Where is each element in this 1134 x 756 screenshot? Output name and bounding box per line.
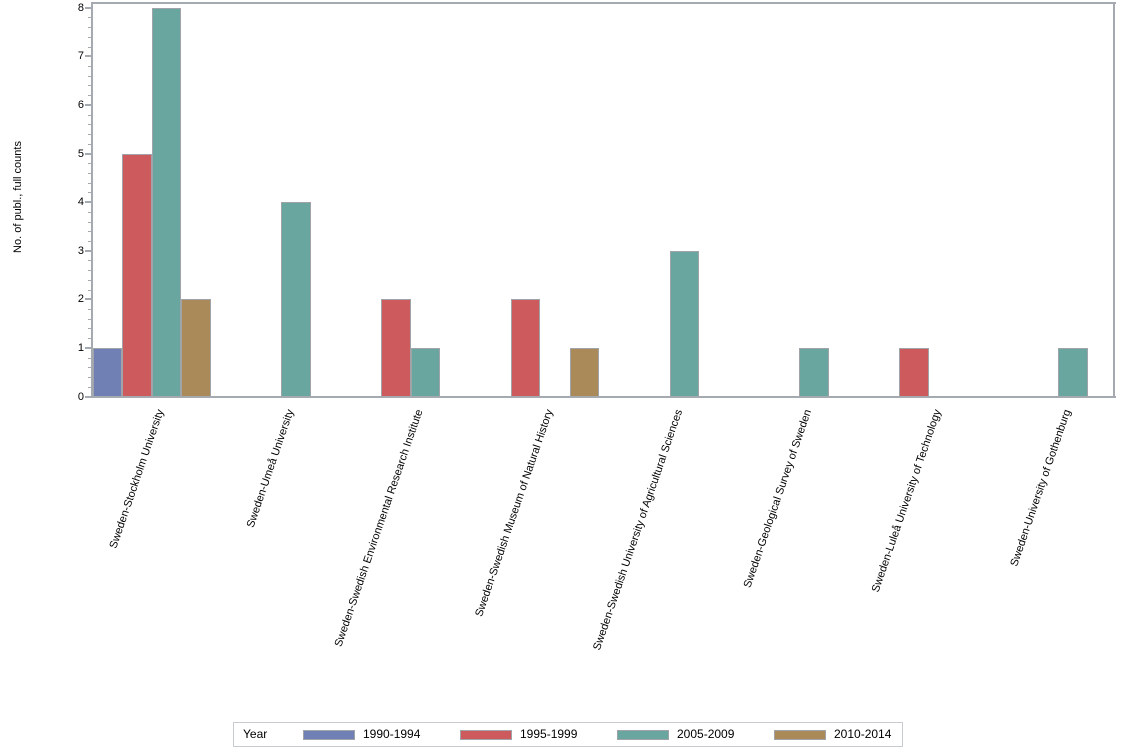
y-tick-label: 5: [77, 147, 84, 160]
y-minor-tick: [88, 85, 92, 87]
y-minor-tick: [88, 289, 92, 291]
bar-2005-2009-cat1: [281, 202, 311, 397]
y-major-tick: [85, 152, 92, 155]
y-major-tick: [85, 55, 92, 58]
bar-2010-2014-cat0: [181, 299, 211, 397]
y-minor-tick: [88, 75, 92, 77]
legend-swatch-1995-1999: [460, 730, 512, 740]
y-tick-label: 2: [77, 293, 84, 306]
y-tick-label: 6: [77, 98, 84, 111]
y-minor-tick: [88, 36, 92, 38]
y-tick-label: 8: [77, 1, 84, 14]
y-minor-tick: [88, 27, 92, 29]
y-minor-tick: [88, 95, 92, 97]
legend-label-1990-1994: 1990-1994: [363, 727, 421, 741]
x-category-label: Sweden-Swedish University of Agricultura…: [590, 408, 685, 652]
bar-1990-1994-cat0: [92, 347, 122, 397]
bar-2010-2014-cat3: [569, 347, 599, 397]
legend-label-2010-2014: 2010-2014: [834, 727, 892, 741]
legend-swatch-2010-2014: [774, 730, 826, 740]
bar-1995-1999-cat6: [899, 347, 929, 397]
y-minor-tick: [88, 231, 92, 233]
x-category-label: Sweden-Stockholm University: [107, 408, 167, 551]
x-category-label: Sweden-Luleå University of Technology: [869, 408, 944, 594]
y-minor-tick: [88, 377, 92, 379]
bar-2005-2009-cat0: [151, 7, 181, 397]
y-minor-tick: [88, 134, 92, 136]
plot-border-top: [91, 2, 1116, 4]
x-category-label: Sweden-Umeå University: [244, 408, 297, 530]
axis-line-y: [91, 2, 93, 398]
y-minor-tick: [88, 386, 92, 388]
y-minor-tick: [88, 192, 92, 194]
legend-swatch-2005-2009: [617, 730, 669, 740]
y-tick-label: 1: [77, 341, 84, 354]
y-minor-tick: [88, 367, 92, 369]
y-minor-tick: [88, 66, 92, 68]
y-major-tick: [85, 6, 92, 9]
y-major-tick: [85, 249, 92, 252]
x-category-label: Sweden-Swedish Environmental Research In…: [333, 408, 426, 649]
axis-line-x: [91, 396, 1116, 398]
y-minor-tick: [88, 328, 92, 330]
y-minor-tick: [88, 270, 92, 272]
y-minor-tick: [88, 318, 92, 320]
x-category-label: Sweden-Geological Survey of Sweden: [741, 408, 815, 590]
bar-2005-2009-cat7: [1058, 347, 1088, 397]
y-minor-tick: [88, 357, 92, 359]
legend: Year 1990-1994 1995-1999 2005-2009 2010-201…: [233, 722, 903, 747]
bar-2005-2009-cat5: [799, 347, 829, 397]
y-minor-tick: [88, 260, 92, 262]
bar-2005-2009-cat2: [410, 347, 440, 397]
y-tick-label: 3: [77, 244, 84, 257]
x-category-label: Sweden-Swedish Museum of Natural History: [472, 408, 556, 619]
y-minor-tick: [88, 114, 92, 116]
y-major-tick: [85, 298, 92, 301]
y-minor-tick: [88, 17, 92, 19]
legend-label-1995-1999: 1995-1999: [520, 727, 578, 741]
bar-1995-1999-cat2: [381, 299, 411, 397]
legend-title: Year: [243, 727, 268, 741]
y-minor-tick: [88, 338, 92, 340]
y-major-tick: [85, 395, 92, 398]
y-minor-tick: [88, 240, 92, 242]
y-minor-tick: [88, 46, 92, 48]
plot-border-right: [1113, 2, 1115, 398]
y-minor-tick: [88, 221, 92, 223]
legend-label-2005-2009: 2005-2009: [677, 727, 735, 741]
y-axis-title: No. of publ., full counts: [12, 141, 24, 253]
y-tick-label: 0: [77, 390, 84, 403]
bar-1995-1999-cat3: [510, 299, 540, 397]
bar-2005-2009-cat4: [669, 250, 699, 397]
y-minor-tick: [88, 211, 92, 213]
y-major-tick: [85, 346, 92, 349]
x-category-label: Sweden-University of Gothenburg: [1008, 408, 1074, 569]
y-minor-tick: [88, 172, 92, 174]
y-major-tick: [85, 201, 92, 204]
y-minor-tick: [88, 143, 92, 145]
y-tick-label: 7: [77, 50, 84, 63]
y-minor-tick: [88, 124, 92, 126]
bar-1995-1999-cat0: [122, 153, 152, 397]
y-minor-tick: [88, 279, 92, 281]
y-minor-tick: [88, 163, 92, 165]
y-minor-tick: [88, 309, 92, 311]
y-minor-tick: [88, 182, 92, 184]
y-tick-label: 4: [77, 196, 84, 209]
y-major-tick: [85, 103, 92, 106]
legend-swatch-1990-1994: [303, 730, 355, 740]
